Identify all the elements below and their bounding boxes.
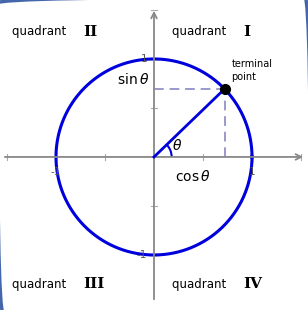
Text: -1: -1 — [137, 250, 147, 260]
Text: I: I — [243, 24, 250, 38]
Text: quadrant: quadrant — [172, 25, 230, 38]
Text: $\theta$: $\theta$ — [172, 138, 183, 153]
Text: $\cos\theta$: $\cos\theta$ — [175, 169, 211, 184]
Text: 1: 1 — [140, 54, 147, 64]
Text: terminal
point: terminal point — [231, 59, 273, 82]
Text: II: II — [83, 24, 98, 38]
Text: $\sin\theta$: $\sin\theta$ — [117, 72, 149, 87]
Text: quadrant: quadrant — [172, 278, 230, 291]
Text: 1: 1 — [249, 167, 255, 177]
Text: III: III — [83, 277, 105, 291]
Text: IV: IV — [243, 277, 262, 291]
Text: -1: -1 — [51, 167, 61, 177]
Text: quadrant: quadrant — [12, 278, 70, 291]
Text: quadrant: quadrant — [12, 25, 70, 38]
